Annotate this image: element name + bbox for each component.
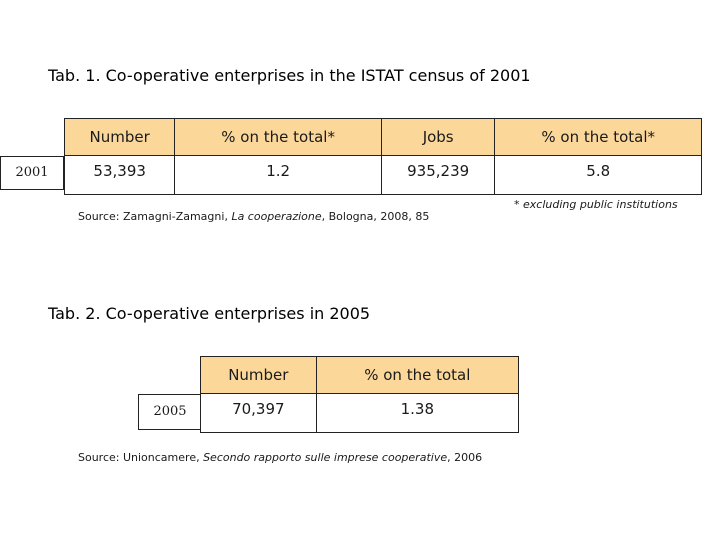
table1-header-jobs: Jobs bbox=[380, 118, 496, 156]
table1-row-label: 2001 bbox=[0, 156, 64, 190]
table2-source-title: Secondo rapporto sulle imprese cooperati… bbox=[203, 451, 448, 464]
table2-source-prefix: Source: Unioncamere, bbox=[78, 451, 204, 464]
table2-title: Tab. 2. Co-operative enterprises in 2005 bbox=[48, 304, 371, 323]
table1-cell-percent-enterprises: 1.2 bbox=[174, 155, 382, 195]
table1-footnote: * excluding public institutions bbox=[514, 198, 678, 211]
table1-source: Source: Zamagni-Zamagni, La cooperazione… bbox=[78, 210, 429, 223]
table1-source-title: La cooperazione bbox=[231, 210, 322, 223]
table2-header-percent: % on the total bbox=[315, 356, 520, 394]
table2-cell-number: 70,397 bbox=[200, 393, 317, 433]
table2-row-label: 2005 bbox=[138, 394, 202, 430]
table2-source: Source: Unioncamere, Secondo rapporto su… bbox=[78, 451, 482, 464]
table1-cell-jobs: 935,239 bbox=[380, 155, 496, 195]
enterprises-2005-table: Number % on the total 70,397 1.38 bbox=[200, 356, 520, 433]
table2-header-row: Number % on the total bbox=[200, 356, 520, 394]
table2-row-2005: 70,397 1.38 bbox=[200, 393, 520, 433]
table1-header-number: Number bbox=[63, 118, 176, 156]
table1-row-2001: 53,393 1.2 935,239 5.8 bbox=[63, 155, 702, 195]
table1-header-row: Number % on the total* Jobs % on the tot… bbox=[63, 118, 702, 156]
table2-cell-percent: 1.38 bbox=[315, 393, 520, 433]
table1-cell-number: 53,393 bbox=[63, 155, 176, 195]
table2-header-number: Number bbox=[200, 356, 317, 394]
table1-title: Tab. 1. Co-operative enterprises in the … bbox=[48, 66, 531, 85]
table1-header-percent-jobs: % on the total* bbox=[494, 118, 702, 156]
table1-cell-percent-jobs: 5.8 bbox=[494, 155, 702, 195]
table1-source-suffix: , Bologna, 2008, 85 bbox=[321, 210, 430, 223]
table1-header-percent-enterprises: % on the total* bbox=[174, 118, 382, 156]
table2-source-suffix: , 2006 bbox=[447, 451, 483, 464]
census-2001-table: Number % on the total* Jobs % on the tot… bbox=[63, 118, 702, 195]
table1-source-prefix: Source: Zamagni-Zamagni, bbox=[78, 210, 232, 223]
